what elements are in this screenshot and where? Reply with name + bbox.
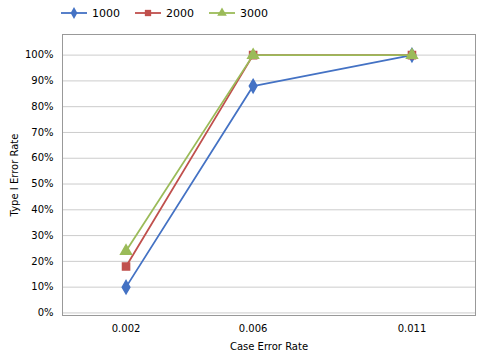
svg-text:80%: 80% [31,101,53,112]
svg-text:100%: 100% [25,49,54,60]
svg-text:0%: 0% [38,307,54,318]
svg-text:0.002: 0.002 [112,323,141,334]
svg-text:20%: 20% [31,256,53,267]
svg-text:0.006: 0.006 [239,323,268,334]
html-text:1000: 1000 [92,6,120,20]
svg-text:60%: 60% [31,152,53,163]
svg-text:0.011: 0.011 [398,323,427,334]
svg-text:Case Error Rate: Case Error Rate [230,341,308,352]
svg-text:40%: 40% [31,204,53,215]
html-text:3000: 3000 [240,6,268,20]
svg-text:90%: 90% [31,75,53,86]
html-text:2000: 2000 [166,6,194,20]
svg-text:Type I Error Rate: Type I Error Rate [9,134,20,218]
svg-text:30%: 30% [31,230,53,241]
svg-text:50%: 50% [31,178,53,189]
svg-text:70%: 70% [31,127,53,138]
svg-text:10%: 10% [31,281,53,292]
